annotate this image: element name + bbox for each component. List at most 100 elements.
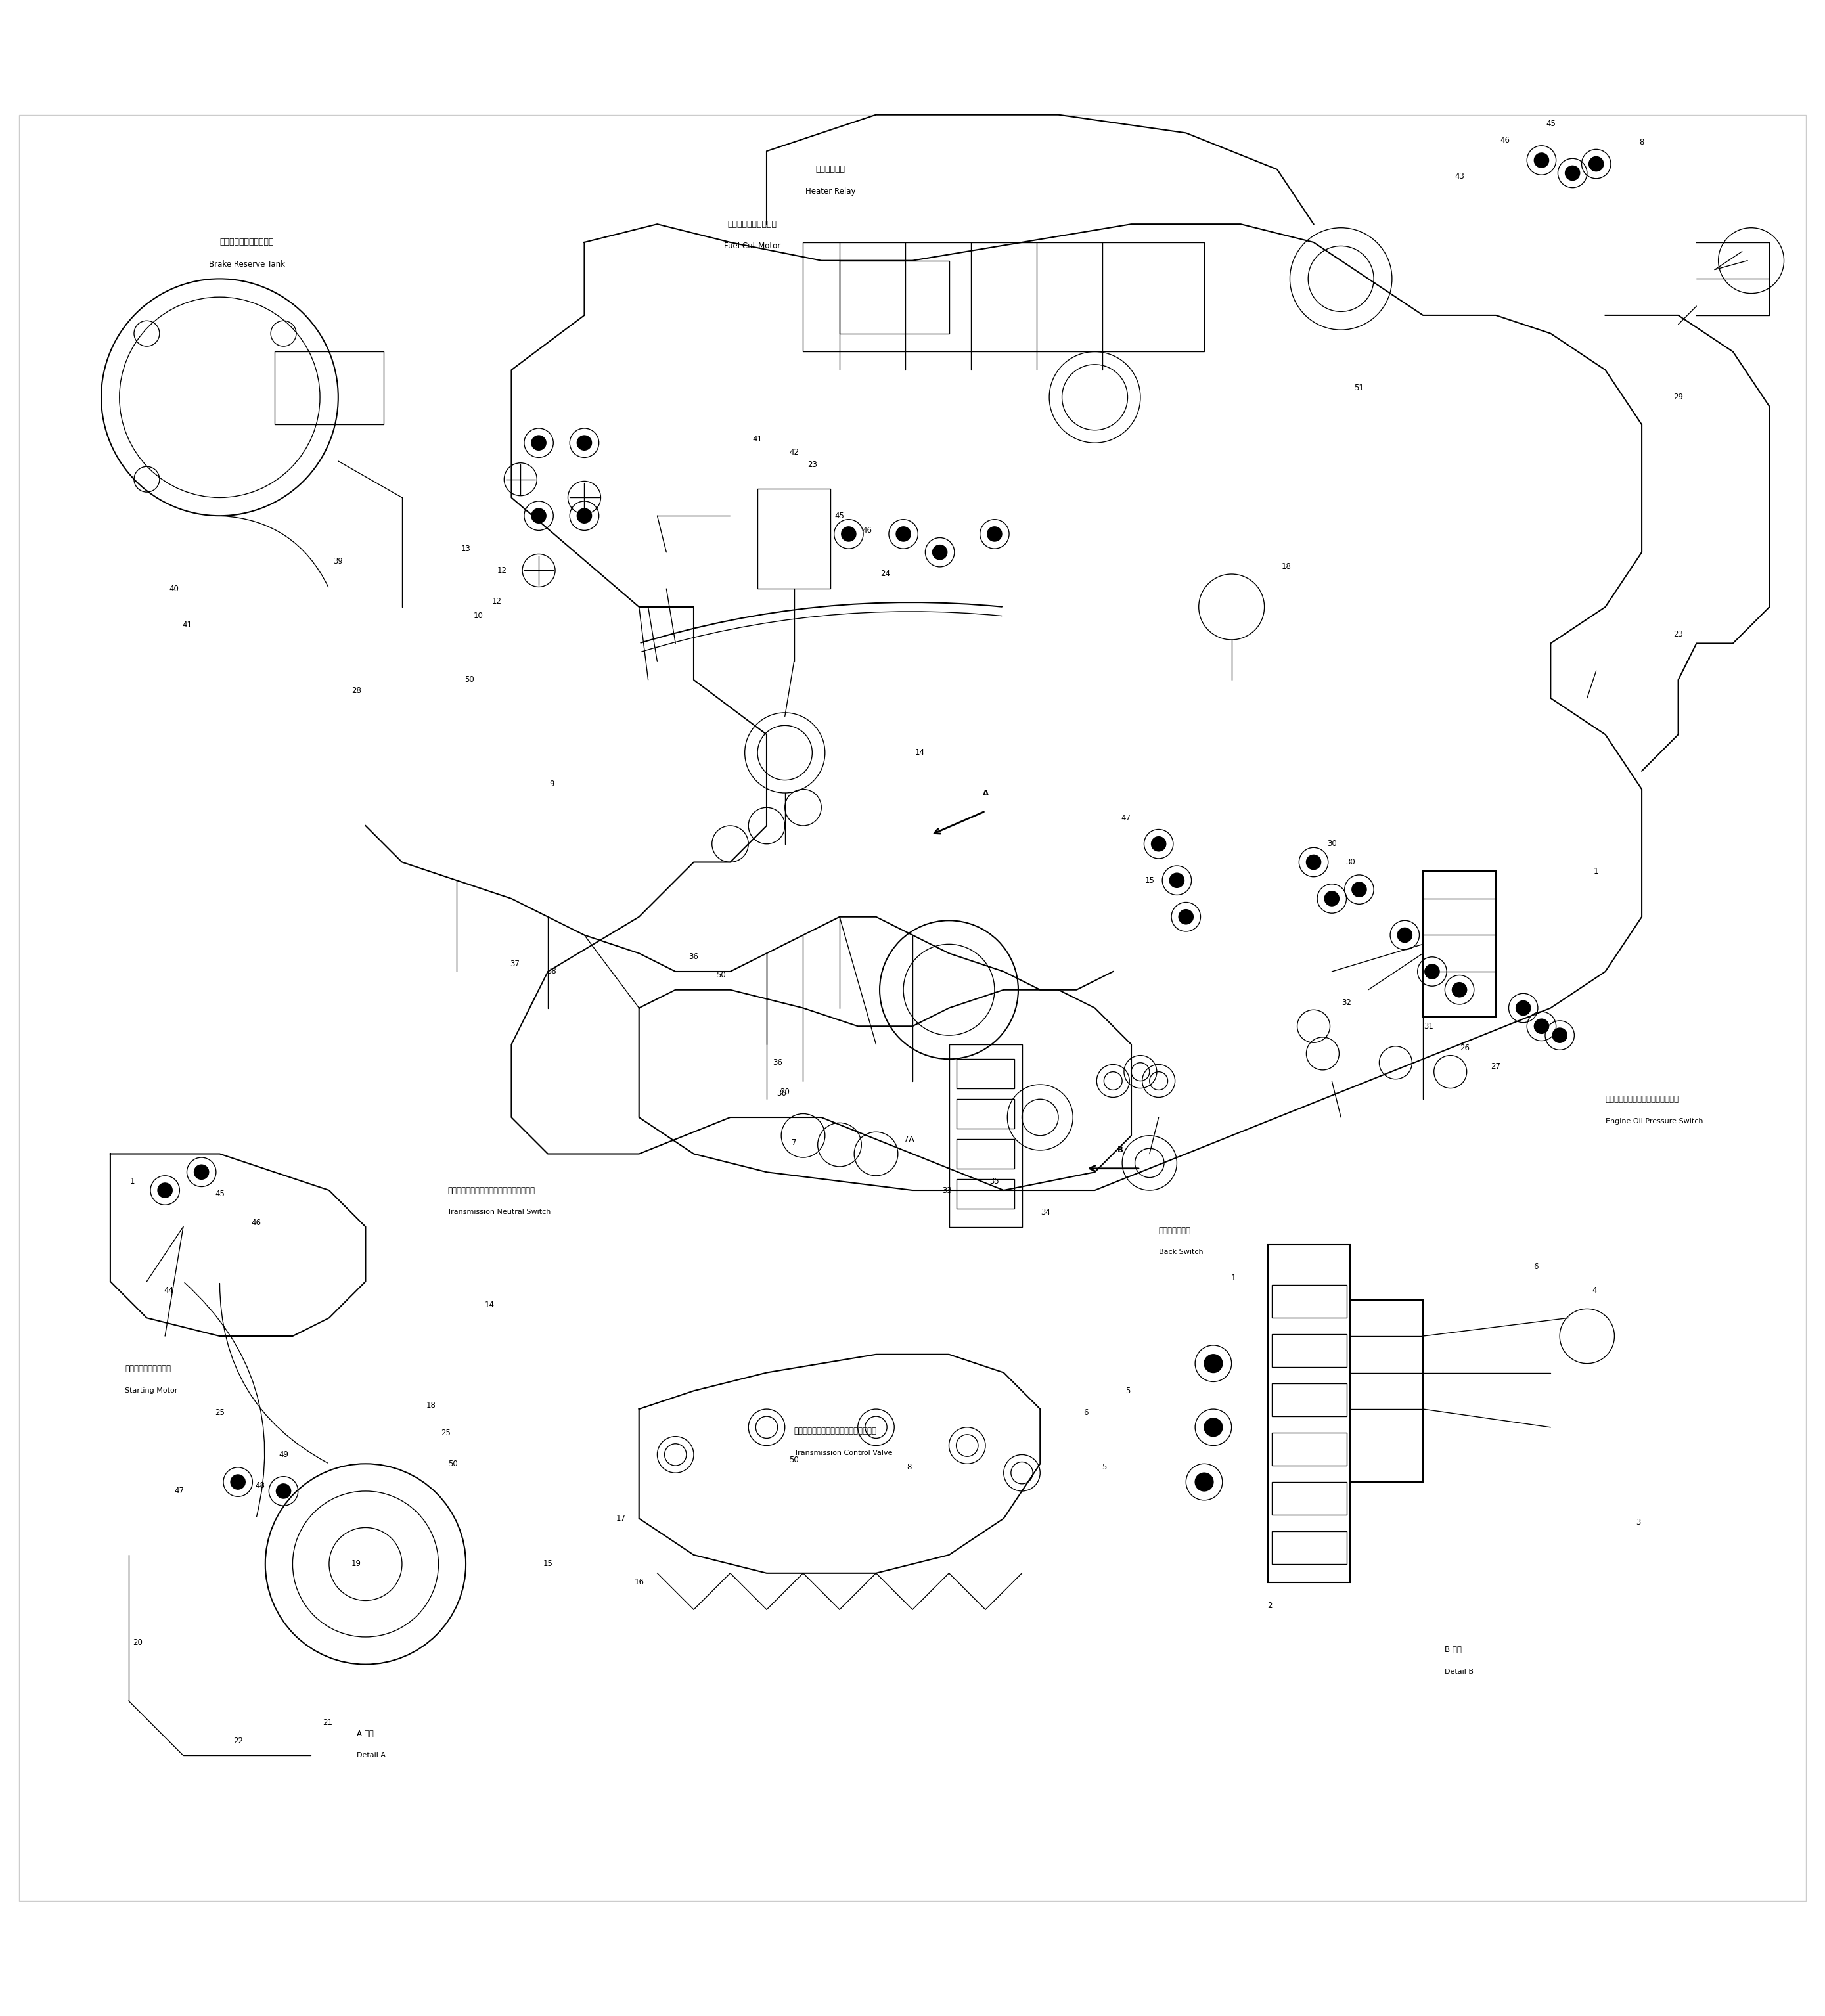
Text: A: A <box>982 788 989 796</box>
Text: 1: 1 <box>1593 867 1599 875</box>
Circle shape <box>933 544 947 560</box>
Circle shape <box>1179 909 1194 923</box>
Text: Transmission Control Valve: Transmission Control Valve <box>794 1450 892 1456</box>
Text: 26: 26 <box>1460 1044 1469 1052</box>
Text: 37: 37 <box>511 960 520 968</box>
Text: 1: 1 <box>1230 1274 1236 1282</box>
Bar <box>840 260 949 333</box>
Circle shape <box>1170 873 1184 887</box>
Text: フレーキリザーフタンク: フレーキリザーフタンク <box>221 238 274 246</box>
Text: 22: 22 <box>234 1736 243 1746</box>
Text: 29: 29 <box>1674 393 1683 401</box>
Text: 27: 27 <box>1491 1062 1500 1070</box>
Text: 46: 46 <box>252 1220 261 1228</box>
Text: 50: 50 <box>715 972 726 980</box>
Text: 43: 43 <box>1455 173 1464 181</box>
Text: 49: 49 <box>279 1450 288 1460</box>
Text: 2: 2 <box>1267 1601 1272 1611</box>
Text: 7: 7 <box>792 1139 796 1147</box>
Circle shape <box>1325 891 1340 905</box>
Text: 51: 51 <box>1354 383 1363 393</box>
Text: 4: 4 <box>1591 1286 1597 1294</box>
Bar <box>1272 1335 1347 1367</box>
Text: Detail B: Detail B <box>1445 1669 1475 1675</box>
Circle shape <box>1398 927 1413 941</box>
Text: 39: 39 <box>334 556 343 566</box>
Text: 40: 40 <box>170 585 179 593</box>
Circle shape <box>1152 837 1166 851</box>
Text: 36: 36 <box>772 1058 783 1066</box>
Text: 13: 13 <box>462 544 471 552</box>
Text: 28: 28 <box>352 687 361 696</box>
Bar <box>956 1179 1015 1208</box>
Text: 30: 30 <box>1345 859 1354 867</box>
Text: Heater Relay: Heater Relay <box>805 187 856 196</box>
Text: Engine Oil Pressure Switch: Engine Oil Pressure Switch <box>1606 1117 1703 1125</box>
Bar <box>1272 1532 1347 1564</box>
Text: 16: 16 <box>633 1579 644 1587</box>
Text: Brake Reserve Tank: Brake Reserve Tank <box>208 260 285 268</box>
Text: 45: 45 <box>834 512 845 520</box>
Text: 34: 34 <box>1040 1208 1051 1216</box>
Text: 41: 41 <box>752 435 763 444</box>
Text: 45: 45 <box>215 1189 224 1198</box>
Text: 18: 18 <box>1281 562 1290 571</box>
Text: 46: 46 <box>861 526 872 534</box>
Bar <box>1272 1383 1347 1417</box>
Text: B 詳細: B 詳細 <box>1445 1645 1462 1653</box>
Text: 50: 50 <box>449 1460 458 1468</box>
Text: 5: 5 <box>1102 1464 1106 1472</box>
Text: 30: 30 <box>1327 839 1336 849</box>
Text: 14: 14 <box>914 748 925 758</box>
Circle shape <box>1204 1417 1223 1437</box>
Circle shape <box>577 435 591 450</box>
Circle shape <box>193 1165 208 1179</box>
Circle shape <box>1453 982 1467 998</box>
Bar <box>949 1044 1022 1228</box>
Text: 18: 18 <box>427 1401 436 1409</box>
Text: 12: 12 <box>498 566 507 575</box>
Text: 17: 17 <box>615 1514 626 1522</box>
Text: 45: 45 <box>1546 119 1555 129</box>
Text: 21: 21 <box>323 1718 332 1728</box>
Text: 8: 8 <box>907 1464 911 1472</box>
Circle shape <box>1204 1355 1223 1373</box>
Circle shape <box>987 526 1002 542</box>
Bar <box>1272 1482 1347 1514</box>
Text: フュエルカットモータ: フュエルカットモータ <box>728 220 777 228</box>
Circle shape <box>1553 1028 1568 1042</box>
Text: 1: 1 <box>130 1177 135 1185</box>
Text: 44: 44 <box>164 1286 173 1294</box>
Circle shape <box>531 508 546 522</box>
Bar <box>1268 1246 1350 1583</box>
Circle shape <box>1425 964 1440 980</box>
Text: スターティングモータ: スターティングモータ <box>124 1365 172 1373</box>
Text: トランスミッションコントロールバルブ: トランスミッションコントロールバルブ <box>794 1427 876 1435</box>
Text: 24: 24 <box>880 571 891 579</box>
Circle shape <box>276 1484 290 1498</box>
Bar <box>956 1099 1015 1129</box>
Circle shape <box>1590 157 1604 171</box>
Text: 6: 6 <box>1533 1262 1538 1272</box>
Text: 5: 5 <box>1126 1387 1130 1395</box>
Text: 25: 25 <box>442 1429 451 1437</box>
Circle shape <box>841 526 856 542</box>
Circle shape <box>1195 1474 1214 1492</box>
Bar <box>1350 1300 1423 1482</box>
Text: バックスイッチ: バックスイッチ <box>1159 1226 1192 1234</box>
Text: トランスミッションニュートラルスイッチ: トランスミッションニュートラルスイッチ <box>447 1185 535 1195</box>
Text: 48: 48 <box>256 1482 265 1490</box>
Text: 7A: 7A <box>903 1135 914 1143</box>
Text: 15: 15 <box>1144 877 1155 885</box>
Bar <box>803 242 1204 351</box>
Text: 38: 38 <box>548 968 557 976</box>
Text: Starting Motor: Starting Motor <box>124 1387 177 1395</box>
Text: 15: 15 <box>544 1560 553 1568</box>
Bar <box>1272 1284 1347 1318</box>
Text: Back Switch: Back Switch <box>1159 1250 1203 1256</box>
Text: 10: 10 <box>474 611 484 621</box>
Text: ヒータリレー: ヒータリレー <box>816 165 845 173</box>
Text: エンジンオイルフレッシャスイッチ: エンジンオイルフレッシャスイッチ <box>1606 1095 1679 1103</box>
Bar <box>1272 1433 1347 1466</box>
Text: 43: 43 <box>898 526 909 534</box>
